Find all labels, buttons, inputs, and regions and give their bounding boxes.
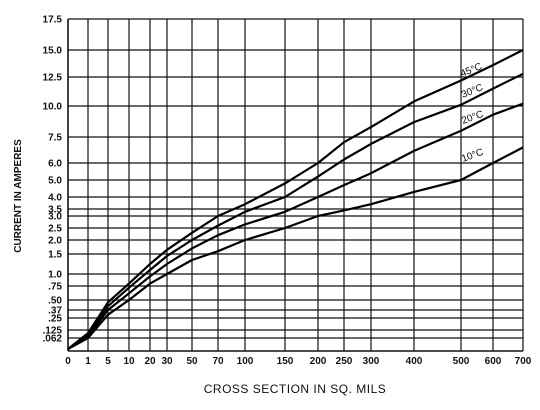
x-tick-label: 400 xyxy=(406,356,423,367)
x-tick-label: 0 xyxy=(65,356,71,367)
x-tick-label: 1 xyxy=(85,356,91,367)
y-tick-label: .125 xyxy=(43,326,63,337)
y-tick-labels: .062.125.25.37.50 .751.0 1.5 2.02.53.03.54.… xyxy=(43,15,63,345)
series-line xyxy=(67,49,524,350)
y-tick-label: 3.0 xyxy=(48,212,62,223)
y-tick-label: 1.0 xyxy=(48,270,62,281)
y-tick-label: .25 xyxy=(48,314,62,325)
series-line xyxy=(67,146,524,350)
series-line xyxy=(67,72,524,350)
y-tick-label: 2.5 xyxy=(48,224,62,235)
y-tick-label: 1.5 xyxy=(48,250,62,261)
x-tick-label: 70 xyxy=(212,356,224,367)
x-tick-label: 100 xyxy=(237,356,254,367)
x-tick-label: 50 xyxy=(186,356,198,367)
x-tick-label: 250 xyxy=(336,356,353,367)
y-tick-label: 17.5 xyxy=(43,15,63,26)
x-axis-title: CROSS SECTION IN SQ. MILS xyxy=(204,382,387,396)
x-tick-label: 30 xyxy=(161,356,173,367)
x-tick-labels: 0 1 5 10 20 30 50 70 100 150 200 250 300 400 500 600 700 xyxy=(65,356,532,367)
x-tick-label: 700 xyxy=(515,356,532,367)
x-tick-label: 10 xyxy=(123,356,135,367)
y-tick-label: 3.5 xyxy=(48,205,62,216)
grid xyxy=(67,18,524,352)
series-curves xyxy=(67,49,524,350)
y-tick-label: .75 xyxy=(48,282,62,293)
y-tick-label: 6.0 xyxy=(48,159,62,170)
y-tick-label: 12.5 xyxy=(43,73,63,84)
x-tick-label: 150 xyxy=(277,356,294,367)
x-tick-label: 20 xyxy=(144,356,156,367)
y-tick-label: 4.0 xyxy=(48,193,62,204)
series-line xyxy=(67,102,524,350)
y-tick-label: .37 xyxy=(48,306,62,317)
x-tick-label: 5 xyxy=(105,356,111,367)
x-tick-label: 500 xyxy=(453,356,470,367)
x-tick-label: 200 xyxy=(310,356,327,367)
y-tick-label: .50 xyxy=(48,296,62,307)
x-tick-label: 300 xyxy=(363,356,380,367)
series-label: 10°C xyxy=(460,147,485,165)
y-tick-label: 15.0 xyxy=(43,46,63,57)
y-tick-label: 5.0 xyxy=(48,176,62,187)
y-tick-label: 10.0 xyxy=(43,102,63,113)
y-tick-label: .062 xyxy=(43,334,63,345)
y-axis-title: CURRENT IN AMPERES xyxy=(13,139,24,253)
y-tick-label: 2.0 xyxy=(48,236,62,247)
x-tick-label: 600 xyxy=(485,356,502,367)
y-tick-label: 7.5 xyxy=(48,133,62,144)
